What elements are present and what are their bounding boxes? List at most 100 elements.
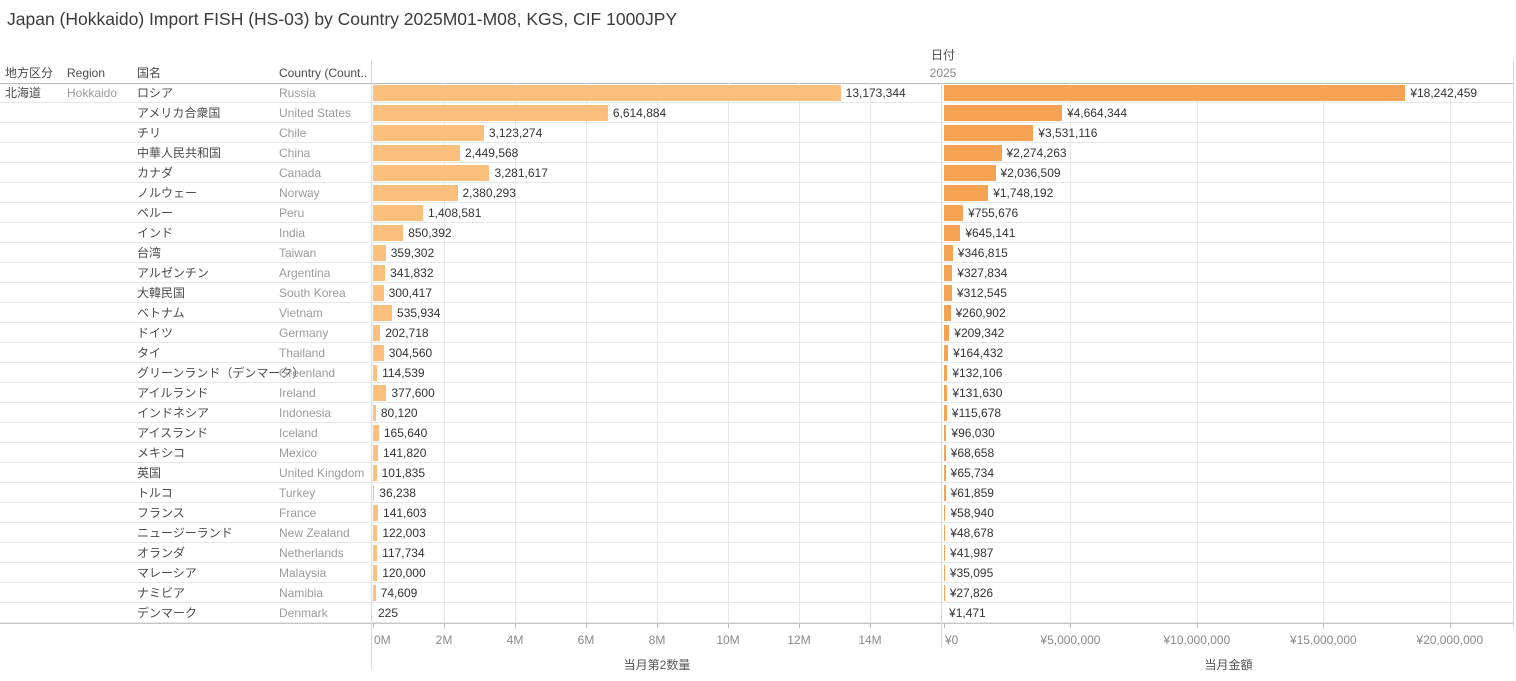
region-cell-jp[interactable]: 北海道	[5, 86, 42, 100]
country-cell-jp[interactable]: フランス	[137, 506, 185, 520]
qty-bar[interactable]	[373, 565, 378, 581]
col-header-country-en[interactable]: Country (Count..	[279, 66, 368, 80]
country-cell-en[interactable]: Thailand	[279, 346, 326, 360]
country-cell-en[interactable]: Netherlands	[279, 546, 344, 560]
country-cell-jp[interactable]: ロシア	[137, 86, 174, 100]
country-cell-jp[interactable]: 英国	[137, 466, 162, 480]
country-cell-jp[interactable]: アイスランド	[137, 426, 209, 440]
amount-bar[interactable]	[944, 445, 946, 461]
country-cell-en[interactable]: Denmark	[279, 606, 328, 620]
country-cell-en[interactable]: Germany	[279, 326, 329, 340]
country-cell-jp[interactable]: タイ	[137, 346, 162, 360]
country-cell-en[interactable]: Ireland	[279, 386, 316, 400]
country-cell-en[interactable]: Peru	[279, 206, 305, 220]
amount-bar[interactable]	[944, 265, 953, 281]
amount-bar[interactable]	[944, 305, 951, 321]
qty-bar[interactable]	[373, 525, 378, 541]
amount-bar[interactable]	[944, 85, 1406, 101]
country-cell-jp[interactable]: オランダ	[137, 546, 186, 560]
qty-bar[interactable]	[373, 145, 460, 161]
amount-bar[interactable]	[944, 205, 964, 221]
qty-bar[interactable]	[373, 445, 379, 461]
country-cell-jp[interactable]: カナダ	[137, 166, 174, 180]
amount-bar[interactable]	[944, 365, 948, 381]
country-cell-en[interactable]: Vietnam	[279, 306, 323, 320]
country-cell-jp[interactable]: トルコ	[137, 486, 173, 500]
country-cell-jp[interactable]: デンマーク	[137, 606, 198, 620]
country-cell-jp[interactable]: ペルー	[137, 206, 174, 220]
country-cell-en[interactable]: France	[279, 506, 317, 520]
country-cell-en[interactable]: Chile	[279, 126, 307, 140]
qty-bar[interactable]	[373, 105, 608, 121]
country-cell-en[interactable]: Iceland	[279, 426, 318, 440]
country-cell-en[interactable]: Indonesia	[279, 406, 332, 420]
country-cell-en[interactable]: United States	[279, 106, 352, 120]
amount-bar[interactable]	[944, 345, 949, 361]
country-cell-en[interactable]: Malaysia	[279, 566, 327, 580]
country-cell-en[interactable]: United Kingdom	[279, 466, 365, 480]
country-cell-en[interactable]: Greenland	[279, 366, 336, 380]
qty-bar[interactable]	[373, 125, 484, 141]
amount-bar[interactable]	[944, 185, 989, 201]
qty-bar[interactable]	[373, 265, 386, 281]
amount-bar[interactable]	[944, 385, 948, 401]
qty-bar[interactable]	[373, 325, 381, 341]
country-cell-en[interactable]: Canada	[279, 166, 322, 180]
country-cell-en[interactable]: New Zealand	[279, 526, 350, 540]
qty-bar[interactable]	[373, 225, 404, 241]
col-header-region-jp[interactable]: 地方区分	[5, 66, 54, 80]
country-cell-en[interactable]: Turkey	[279, 486, 316, 500]
country-cell-en[interactable]: India	[279, 226, 306, 240]
qty-bar[interactable]	[373, 465, 377, 481]
country-cell-jp[interactable]: チリ	[137, 126, 162, 140]
country-cell-jp[interactable]: 大韓民国	[137, 286, 186, 300]
qty-bar[interactable]	[373, 245, 386, 261]
region-cell-en[interactable]: Hokkaido	[67, 86, 118, 100]
country-cell-en[interactable]: Namibia	[279, 586, 324, 600]
country-cell-en[interactable]: China	[279, 146, 311, 160]
country-cell-jp[interactable]: インド	[137, 226, 174, 240]
country-cell-jp[interactable]: ニュージーランド	[137, 526, 233, 540]
qty-bar[interactable]	[373, 205, 423, 221]
amount-bar[interactable]	[944, 465, 946, 481]
amount-bar[interactable]	[944, 245, 953, 261]
qty-bar[interactable]	[373, 285, 384, 301]
col-header-country-jp[interactable]: 国名	[137, 66, 162, 80]
qty-bar[interactable]	[373, 505, 379, 521]
amount-bar[interactable]	[944, 585, 945, 601]
country-cell-jp[interactable]: マレーシア	[137, 566, 197, 580]
amount-bar[interactable]	[944, 145, 1002, 161]
country-cell-jp[interactable]: ドイツ	[137, 326, 174, 340]
country-cell-en[interactable]: Taiwan	[279, 246, 317, 260]
amount-bar[interactable]	[944, 405, 947, 421]
country-cell-jp[interactable]: 中華人民共和国	[137, 146, 222, 160]
amount-bar[interactable]	[944, 485, 946, 501]
qty-bar[interactable]	[373, 485, 375, 501]
country-cell-jp[interactable]: アメリカ合衆国	[137, 106, 221, 120]
qty-bar[interactable]	[373, 85, 841, 101]
country-cell-en[interactable]: Mexico	[279, 446, 318, 460]
country-cell-jp[interactable]: ナミビア	[137, 586, 186, 600]
date-field-header[interactable]: 日付	[930, 48, 955, 62]
country-cell-en[interactable]: South Korea	[279, 286, 346, 300]
amount-bar[interactable]	[944, 225, 961, 241]
qty-bar[interactable]	[373, 385, 387, 401]
qty-bar[interactable]	[373, 425, 379, 441]
country-cell-jp[interactable]: アイルランド	[137, 386, 209, 400]
qty-bar[interactable]	[373, 185, 458, 201]
qty-bar[interactable]	[373, 405, 376, 421]
qty-bar[interactable]	[373, 365, 378, 381]
amount-bar[interactable]	[944, 565, 945, 581]
country-cell-en[interactable]: Russia	[279, 86, 316, 100]
amount-bar[interactable]	[944, 545, 946, 561]
country-cell-jp[interactable]: ノルウェー	[137, 186, 198, 200]
amount-bar[interactable]	[944, 505, 946, 521]
amount-bar[interactable]	[944, 285, 952, 301]
amount-bar[interactable]	[944, 165, 996, 181]
country-cell-jp[interactable]: アルゼンチン	[137, 266, 209, 280]
country-cell-en[interactable]: Norway	[279, 186, 320, 200]
country-cell-en[interactable]: Argentina	[279, 266, 331, 280]
amount-bar[interactable]	[944, 325, 950, 341]
qty-bar[interactable]	[373, 165, 490, 181]
country-cell-jp[interactable]: インドネシア	[137, 406, 210, 420]
